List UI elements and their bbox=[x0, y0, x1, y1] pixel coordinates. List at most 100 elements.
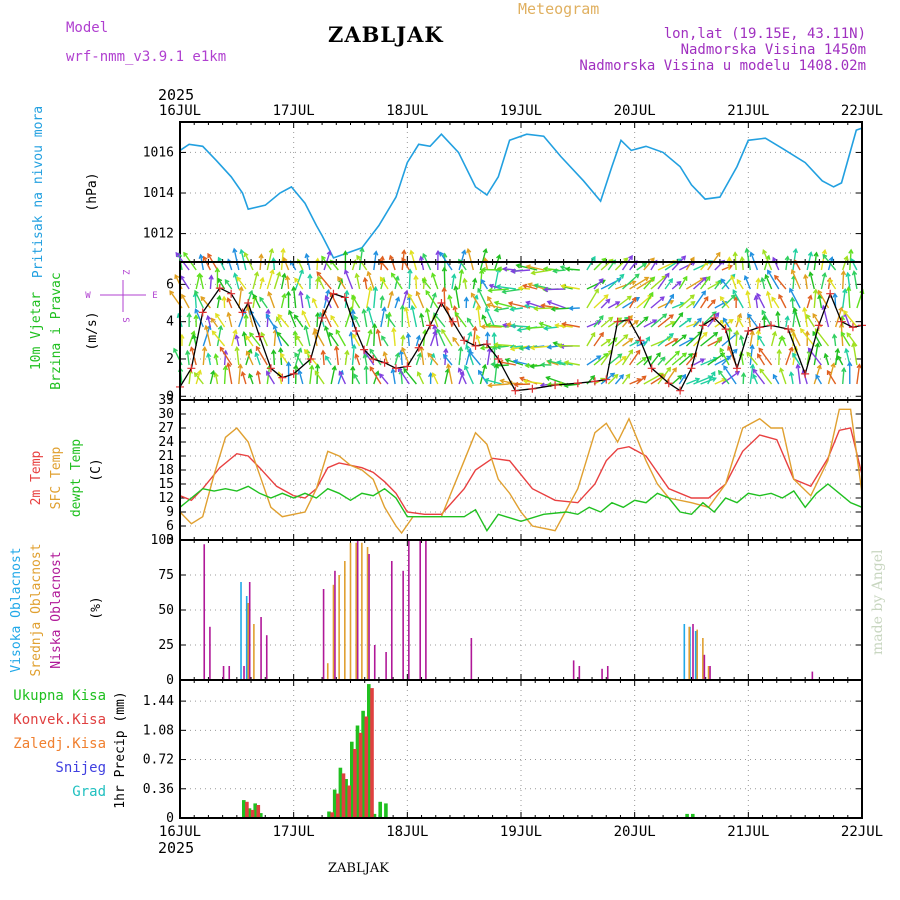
wind-arrow bbox=[469, 351, 481, 366]
wind-arrowhead bbox=[454, 311, 460, 317]
wind-arrowhead bbox=[477, 287, 483, 293]
wind-arrowhead bbox=[644, 276, 650, 282]
wind-arrowhead bbox=[240, 371, 246, 377]
wind-arrow bbox=[415, 275, 418, 290]
model-elevation-label: Nadmorska Visina u modelu 1408.02m bbox=[579, 58, 866, 74]
wind-arrow bbox=[685, 331, 702, 347]
wind-arrowhead bbox=[755, 329, 762, 335]
wind-arrow bbox=[762, 250, 773, 271]
wind-arrow bbox=[607, 317, 622, 328]
wind-arrow bbox=[615, 280, 636, 290]
wind-arrow bbox=[770, 331, 776, 347]
wind-arrowhead bbox=[522, 378, 528, 385]
precip-bar-0 bbox=[367, 684, 371, 818]
wind-arrow bbox=[827, 363, 835, 385]
wind-arrow bbox=[458, 371, 464, 385]
wind-arrowhead bbox=[772, 373, 778, 380]
wind-arrow bbox=[678, 317, 692, 328]
wind-gust-mark bbox=[664, 379, 673, 388]
wind-arrow bbox=[657, 314, 674, 328]
wind-arrow bbox=[436, 329, 446, 347]
model-name: wrf-nmm_v3.9.1 e1km bbox=[66, 49, 227, 65]
wind-arrowhead bbox=[694, 321, 700, 327]
wind-arrowhead bbox=[314, 363, 321, 369]
wind-arrow bbox=[420, 256, 425, 271]
wind-arrowhead bbox=[447, 294, 453, 300]
wind-arrowhead bbox=[342, 250, 349, 256]
wind-arrow bbox=[493, 268, 500, 290]
wind-arrowhead bbox=[682, 275, 688, 281]
wind-arrow bbox=[485, 308, 496, 328]
wind-arrow bbox=[657, 300, 674, 309]
wind-arrow bbox=[842, 289, 846, 309]
wind-arrowhead bbox=[843, 309, 848, 316]
wind-arrowhead bbox=[272, 324, 278, 330]
wind-arrow bbox=[820, 273, 826, 290]
year-label-bottom: 2025 bbox=[158, 839, 194, 857]
wind-arrow bbox=[223, 296, 226, 309]
wind-arrow bbox=[824, 353, 830, 366]
wind-arrow bbox=[202, 347, 206, 366]
temp-ytick-label: 30 bbox=[158, 407, 174, 422]
wind-arrowhead bbox=[822, 253, 828, 259]
wind-gust-mark bbox=[511, 386, 520, 395]
wind-arrow bbox=[480, 279, 489, 290]
wind-arrow bbox=[380, 278, 385, 290]
wind-arrow bbox=[650, 313, 667, 328]
temp-ytick-label: 12 bbox=[158, 491, 174, 506]
wind-arrowhead bbox=[812, 312, 818, 319]
wind-arrowhead bbox=[367, 328, 373, 335]
wind-arrowhead bbox=[617, 353, 623, 359]
wind-arrowhead bbox=[692, 352, 698, 358]
wind-arrow bbox=[607, 301, 620, 309]
wind-arrow bbox=[316, 313, 319, 328]
wind-arrow bbox=[243, 332, 247, 347]
wind-arrowhead bbox=[210, 369, 216, 376]
cloud-ytick-label: 0 bbox=[166, 673, 174, 688]
compass-south: S bbox=[120, 317, 130, 322]
precip-bar-0 bbox=[685, 813, 689, 818]
wind-arrowhead bbox=[472, 277, 478, 283]
precip-bar-1 bbox=[341, 773, 346, 818]
wind-arrow bbox=[363, 350, 375, 366]
wind-arrow bbox=[803, 307, 808, 328]
wind-arrowhead bbox=[369, 348, 375, 354]
wind-arrow bbox=[451, 274, 455, 290]
wind-arrow bbox=[458, 250, 466, 271]
wind-arrowhead bbox=[843, 255, 849, 261]
wind-arrowhead bbox=[719, 347, 725, 353]
wind-arrowhead bbox=[419, 312, 425, 318]
wind-arrowhead bbox=[249, 310, 255, 316]
wind-arrowhead bbox=[608, 316, 614, 322]
wind-arrowhead bbox=[260, 331, 266, 337]
wind-arrowhead bbox=[487, 382, 493, 388]
wind-arrowhead bbox=[764, 273, 770, 280]
wind-arrow bbox=[401, 290, 408, 309]
wind-arrow bbox=[761, 310, 773, 328]
wind-arrow bbox=[564, 361, 580, 366]
wind-arrowhead bbox=[559, 265, 565, 271]
wind-arrow bbox=[741, 257, 744, 271]
wind-arrow bbox=[797, 364, 801, 385]
wind-arrowhead bbox=[563, 360, 570, 366]
wind-arrowhead bbox=[399, 304, 406, 310]
wind-arrow bbox=[847, 287, 851, 309]
wind-arrowhead bbox=[214, 267, 221, 273]
wind-arrow bbox=[622, 273, 640, 290]
wind-arrowhead bbox=[659, 296, 665, 302]
wind-arrowhead bbox=[457, 367, 463, 373]
wind-arrowhead bbox=[543, 286, 549, 293]
wind-arrow bbox=[523, 380, 545, 385]
wind-arrow bbox=[700, 357, 718, 366]
precip-legend-3: Zaledj.Kisa bbox=[13, 736, 106, 752]
wind-gust-mark bbox=[676, 386, 685, 395]
wind-arrow bbox=[818, 295, 823, 309]
wind-arrow bbox=[740, 335, 744, 347]
wind-arrow bbox=[280, 294, 286, 309]
wind-arrow bbox=[622, 338, 633, 347]
wind-arrowhead bbox=[776, 348, 782, 354]
wind-arrow bbox=[238, 364, 242, 385]
wind-arrowhead bbox=[213, 353, 219, 359]
wind-arrowhead bbox=[416, 352, 422, 358]
wind-arrowhead bbox=[848, 248, 854, 254]
